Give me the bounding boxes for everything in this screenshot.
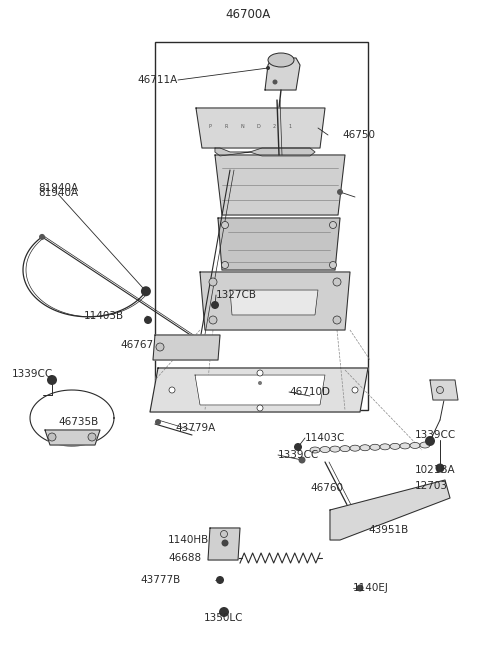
Circle shape bbox=[156, 343, 164, 351]
Circle shape bbox=[329, 262, 336, 268]
Polygon shape bbox=[200, 272, 350, 330]
Circle shape bbox=[221, 262, 228, 268]
Bar bbox=[155, 42, 368, 410]
Text: 11403C: 11403C bbox=[305, 433, 346, 443]
Text: 46711A: 46711A bbox=[138, 75, 178, 85]
Circle shape bbox=[219, 607, 229, 617]
Polygon shape bbox=[196, 108, 325, 148]
Text: 1140HB: 1140HB bbox=[168, 535, 209, 545]
Circle shape bbox=[357, 584, 363, 592]
Circle shape bbox=[435, 464, 444, 472]
Circle shape bbox=[216, 576, 224, 584]
Polygon shape bbox=[215, 148, 315, 156]
Ellipse shape bbox=[370, 444, 380, 450]
Circle shape bbox=[299, 457, 305, 464]
Polygon shape bbox=[265, 58, 300, 90]
Text: 46700A: 46700A bbox=[226, 7, 271, 20]
Ellipse shape bbox=[340, 445, 350, 451]
Text: 46760: 46760 bbox=[310, 483, 343, 493]
Circle shape bbox=[48, 433, 56, 441]
Text: 1339CC: 1339CC bbox=[12, 369, 53, 379]
Text: 1: 1 bbox=[288, 123, 291, 129]
Text: 1350LC: 1350LC bbox=[204, 613, 244, 623]
Polygon shape bbox=[230, 290, 318, 315]
Polygon shape bbox=[430, 380, 458, 400]
Text: 46688: 46688 bbox=[168, 553, 201, 563]
Circle shape bbox=[155, 419, 161, 425]
Text: 46735B: 46735B bbox=[58, 417, 98, 427]
Circle shape bbox=[436, 386, 444, 394]
Text: 2: 2 bbox=[273, 123, 276, 129]
Circle shape bbox=[47, 375, 57, 385]
Polygon shape bbox=[45, 430, 100, 445]
Text: 1327CB: 1327CB bbox=[216, 290, 257, 300]
Text: 1021BA: 1021BA bbox=[415, 465, 456, 475]
Text: 46710D: 46710D bbox=[289, 387, 330, 397]
Text: 1339CC: 1339CC bbox=[278, 450, 319, 460]
Text: 43779A: 43779A bbox=[175, 423, 215, 433]
Text: 46767: 46767 bbox=[120, 340, 153, 350]
Ellipse shape bbox=[360, 445, 370, 451]
Circle shape bbox=[352, 387, 358, 393]
Polygon shape bbox=[153, 335, 220, 360]
Ellipse shape bbox=[380, 444, 390, 450]
Circle shape bbox=[209, 316, 217, 324]
Text: 12703: 12703 bbox=[415, 481, 448, 491]
Circle shape bbox=[333, 316, 341, 324]
Text: 81940A: 81940A bbox=[38, 188, 78, 198]
Circle shape bbox=[333, 278, 341, 286]
Text: 1339CC: 1339CC bbox=[415, 430, 456, 440]
Circle shape bbox=[257, 370, 263, 376]
Text: R: R bbox=[224, 123, 228, 129]
Ellipse shape bbox=[400, 443, 410, 449]
Circle shape bbox=[273, 79, 277, 85]
Ellipse shape bbox=[390, 443, 400, 449]
Circle shape bbox=[39, 234, 45, 240]
Circle shape bbox=[258, 381, 262, 385]
Ellipse shape bbox=[350, 445, 360, 451]
Text: P: P bbox=[209, 123, 211, 129]
Circle shape bbox=[220, 531, 228, 537]
Circle shape bbox=[221, 222, 228, 228]
Polygon shape bbox=[218, 218, 340, 270]
Circle shape bbox=[144, 316, 152, 324]
Polygon shape bbox=[208, 528, 240, 560]
Circle shape bbox=[169, 387, 175, 393]
Text: 43777B: 43777B bbox=[140, 575, 180, 585]
Polygon shape bbox=[330, 480, 450, 540]
Ellipse shape bbox=[330, 446, 340, 452]
Circle shape bbox=[329, 222, 336, 228]
Polygon shape bbox=[215, 155, 345, 215]
Text: 81940A: 81940A bbox=[38, 183, 78, 193]
Ellipse shape bbox=[268, 53, 294, 67]
Circle shape bbox=[294, 443, 302, 451]
Circle shape bbox=[141, 286, 151, 297]
Text: D: D bbox=[256, 123, 260, 129]
Circle shape bbox=[209, 278, 217, 286]
Text: N: N bbox=[240, 123, 244, 129]
Ellipse shape bbox=[320, 447, 330, 453]
Ellipse shape bbox=[310, 447, 320, 453]
Circle shape bbox=[88, 433, 96, 441]
Text: 1140EJ: 1140EJ bbox=[353, 583, 389, 593]
Ellipse shape bbox=[410, 442, 420, 449]
Circle shape bbox=[425, 436, 435, 446]
Circle shape bbox=[266, 66, 270, 70]
Circle shape bbox=[221, 539, 228, 546]
Polygon shape bbox=[195, 375, 325, 405]
Ellipse shape bbox=[420, 442, 430, 448]
Circle shape bbox=[211, 301, 219, 309]
Text: 43951B: 43951B bbox=[368, 525, 408, 535]
Circle shape bbox=[257, 405, 263, 411]
Text: 11403B: 11403B bbox=[84, 311, 124, 321]
Circle shape bbox=[337, 189, 343, 195]
Polygon shape bbox=[150, 368, 368, 412]
Text: 46750: 46750 bbox=[342, 130, 375, 140]
